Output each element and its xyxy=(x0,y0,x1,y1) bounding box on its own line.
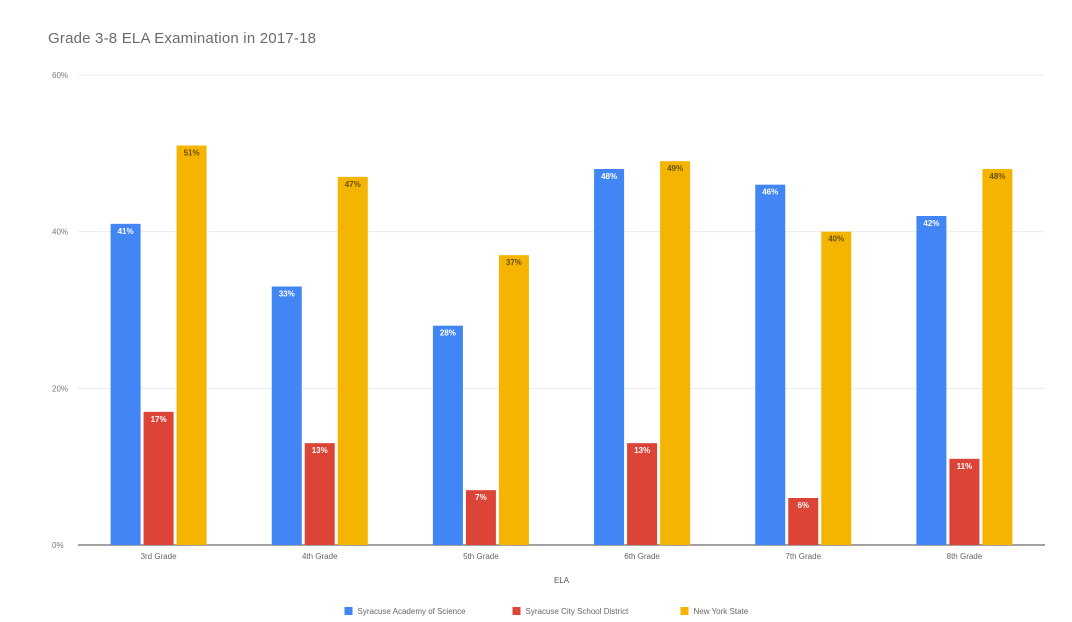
y-tick-label: 20% xyxy=(52,384,68,393)
data-label: 7% xyxy=(475,493,487,502)
y-tick-label: 40% xyxy=(52,228,68,237)
data-label: 40% xyxy=(828,235,844,244)
bar xyxy=(176,145,207,545)
legend-label: Syracuse Academy of Science xyxy=(358,607,467,616)
legend-swatch xyxy=(344,607,353,615)
legend-swatch xyxy=(680,607,689,615)
y-tick-label: 60% xyxy=(52,71,68,80)
legend-swatch xyxy=(512,607,521,615)
bar xyxy=(949,458,980,545)
bar xyxy=(660,161,691,545)
bar xyxy=(788,498,819,545)
x-tick-label: 3rd Grade xyxy=(141,552,178,561)
data-label: 49% xyxy=(667,164,683,173)
data-label: 47% xyxy=(345,180,361,189)
data-label: 48% xyxy=(989,172,1005,181)
data-label: 17% xyxy=(151,415,167,424)
y-tick-label: 0% xyxy=(52,541,64,550)
x-axis-title: ELA xyxy=(554,576,570,585)
bar xyxy=(110,223,141,546)
data-label: 41% xyxy=(118,227,134,236)
legend-label: Syracuse City School District xyxy=(526,607,629,616)
bar xyxy=(982,169,1013,545)
x-tick-label: 6th Grade xyxy=(624,552,660,561)
bar xyxy=(594,169,625,545)
bar xyxy=(627,443,658,545)
data-label: 28% xyxy=(440,329,456,338)
data-label: 11% xyxy=(957,462,973,471)
bar xyxy=(498,255,529,545)
bar xyxy=(755,184,786,545)
data-label: 13% xyxy=(312,446,328,455)
bar xyxy=(337,176,368,546)
data-label: 46% xyxy=(762,188,778,197)
data-label: 6% xyxy=(797,501,809,510)
legend-label: New York State xyxy=(694,607,749,616)
data-label: 42% xyxy=(923,219,939,228)
data-label: 48% xyxy=(601,172,617,181)
data-label: 37% xyxy=(506,258,522,267)
data-label: 13% xyxy=(634,446,650,455)
bar xyxy=(304,443,335,545)
bar xyxy=(432,325,463,545)
bar xyxy=(271,286,302,545)
bar xyxy=(916,216,947,545)
x-tick-label: 7th Grade xyxy=(785,552,821,561)
bar xyxy=(821,231,852,545)
data-label: 33% xyxy=(279,290,295,299)
x-tick-label: 8th Grade xyxy=(947,552,983,561)
x-tick-label: 5th Grade xyxy=(463,552,499,561)
chart-title: Grade 3-8 ELA Examination in 2017-18 xyxy=(48,30,317,47)
bar xyxy=(143,411,174,545)
data-label: 51% xyxy=(184,149,200,158)
bar xyxy=(465,490,496,545)
x-tick-label: 4th Grade xyxy=(302,552,338,561)
